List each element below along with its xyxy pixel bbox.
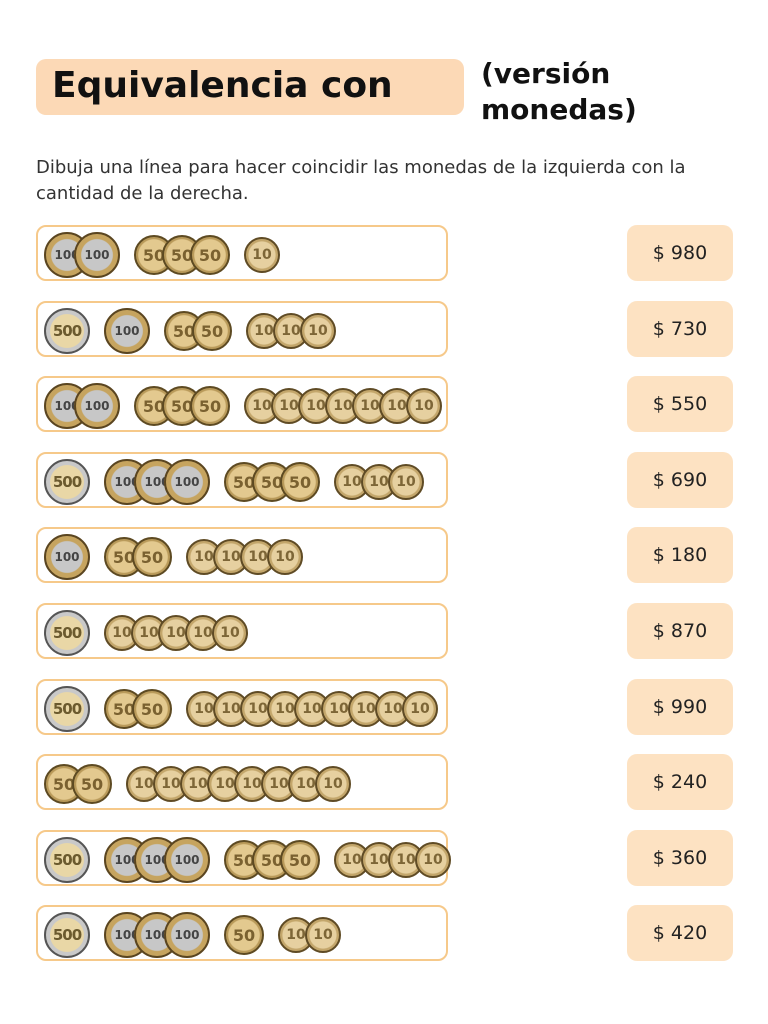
coin-100-icon: 100 — [74, 232, 120, 278]
amount-box-9[interactable]: $ 360 — [627, 830, 733, 886]
coin-10-icon: 10 — [402, 691, 438, 727]
coin-row-5[interactable]: 100 50 50 10 10 10 10 — [36, 527, 448, 583]
instructions-text: Dibuja una línea para hacer coincidir la… — [36, 157, 686, 204]
coin-50-icon: 50 — [190, 386, 230, 426]
coin-10-icon: 10 — [315, 766, 351, 802]
coin-10-icon: 10 — [388, 464, 424, 500]
coin-50-icon: 50 — [224, 915, 264, 955]
coin-50-icon: 50 — [72, 764, 112, 804]
coin-10-icon: 10 — [300, 313, 336, 349]
amount-box-2[interactable]: $ 730 — [627, 301, 733, 357]
coin-500-icon: 500 — [44, 686, 90, 732]
coin-50-icon: 50 — [44, 764, 84, 804]
coin-50-icon: 50 — [280, 840, 320, 880]
title-subtitle: (versión monedas) — [481, 57, 637, 126]
coin-100-icon: 100 — [164, 912, 210, 958]
title-banner: Equivalencia con — [36, 59, 464, 115]
coin-100-icon: 100 — [164, 837, 210, 883]
coin-500-icon: 500 — [44, 459, 90, 505]
page-title: Equivalencia con — [52, 65, 393, 106]
coin-row-3[interactable]: 100 100 50 50 50 10 10 10 10 10 10 10 — [36, 376, 448, 432]
amount-box-6[interactable]: $ 870 — [627, 603, 733, 659]
coin-10-icon: 10 — [415, 842, 451, 878]
amount-box-10[interactable]: $ 420 — [627, 905, 733, 961]
coin-row-1[interactable]: 100 100 50 50 50 10 — [36, 225, 448, 281]
amount-box-3[interactable]: $ 550 — [627, 376, 733, 432]
amount-box-8[interactable]: $ 240 — [627, 754, 733, 810]
coin-row-4[interactable]: 500 100 100 100 50 50 50 10 10 10 — [36, 452, 448, 508]
coin-row-10[interactable]: 500 100 100 100 50 10 10 — [36, 905, 448, 961]
coin-50-icon: 50 — [132, 537, 172, 577]
coin-10-icon: 10 — [244, 237, 280, 273]
coin-100-icon: 100 — [104, 308, 150, 354]
coin-10-icon: 10 — [305, 917, 341, 953]
coin-100-icon: 100 — [164, 459, 210, 505]
coin-100-icon: 100 — [74, 383, 120, 429]
coin-row-9[interactable]: 500 100 100 100 50 50 50 10 10 10 10 — [36, 830, 451, 886]
coin-10-icon: 10 — [406, 388, 442, 424]
coin-50-icon: 50 — [190, 235, 230, 275]
amount-box-1[interactable]: $ 980 — [627, 225, 733, 281]
coin-50-icon: 50 — [192, 311, 232, 351]
amount-box-5[interactable]: $ 180 — [627, 527, 733, 583]
coin-row-2[interactable]: 500 100 50 50 10 10 10 — [36, 301, 448, 357]
coin-10-icon: 10 — [153, 766, 189, 802]
coin-100-icon: 100 — [44, 534, 90, 580]
coin-500-icon: 500 — [44, 308, 90, 354]
coin-500-icon: 500 — [44, 610, 90, 656]
coin-50-icon: 50 — [132, 689, 172, 729]
coin-row-8[interactable]: 50 50 10 10 10 10 10 10 10 10 — [36, 754, 448, 810]
coin-10-icon: 10 — [334, 464, 370, 500]
coin-50-icon: 50 — [280, 462, 320, 502]
coin-500-icon: 500 — [44, 912, 90, 958]
amount-box-7[interactable]: $ 990 — [627, 679, 733, 735]
coin-10-icon: 10 — [212, 615, 248, 651]
coin-10-icon: 10 — [298, 388, 334, 424]
coin-row-7[interactable]: 500 50 50 10 10 10 10 10 10 10 10 10 — [36, 679, 448, 735]
coin-row-6[interactable]: 500 10 10 10 10 10 — [36, 603, 448, 659]
amount-box-4[interactable]: $ 690 — [627, 452, 733, 508]
coin-10-icon: 10 — [267, 539, 303, 575]
coin-500-icon: 500 — [44, 837, 90, 883]
